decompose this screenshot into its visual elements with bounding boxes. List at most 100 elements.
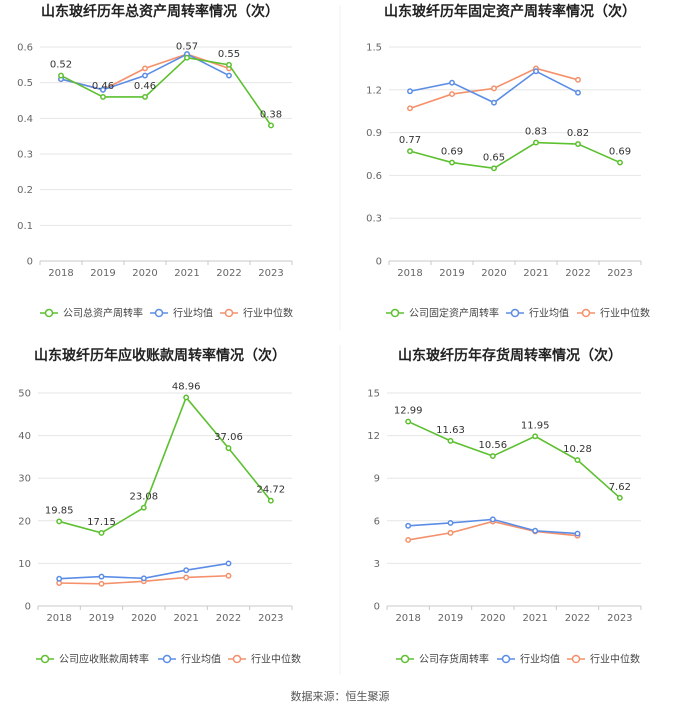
series-point [491,85,497,92]
y-tick-label: 0 [374,602,380,613]
legend-label: 行业中位数 [251,653,301,666]
x-tick-label: 2019 [439,268,464,279]
data-label: 23.08 [130,492,159,503]
x-tick-label: 2018 [46,613,71,624]
chart-panel-2: 山东玻纤历年固定资产周转率情况（次） 0 0.3 0.6 0.9 1.2 1.5 2018 20… [366,3,650,320]
data-label: 48.96 [172,381,201,392]
data-label: 37.06 [214,432,243,443]
data-label: 19.85 [45,505,74,516]
series-point [533,139,539,146]
data-label: 0.55 [218,49,240,60]
y-tick-label: 0.4 [17,114,33,125]
legend-marker [40,654,50,664]
series-point [616,494,623,501]
x-tick-label: 2020 [481,268,506,279]
series-point [449,159,455,166]
series-point [225,445,232,452]
y-tick-label: 0 [27,257,33,268]
legend-label: 公司应收账款周转率 [59,653,149,666]
x-tick-label: 2019 [438,613,463,624]
x-tick-label: 2022 [565,613,590,624]
y-tick-label: 50 [18,389,31,400]
y-tick-label: 1.2 [366,85,382,96]
series-point [58,72,64,79]
data-label: 10.56 [479,440,508,451]
y-tick-label: 40 [18,431,31,442]
legend-label: 公司总资产周转率 [63,307,143,320]
series-point [56,575,63,582]
chart-panel-1: 山东玻纤历年总资产周转率情况（次） 0 0.1 0.2 0.3 0.4 0.5 0.6 2018… [17,3,293,320]
x-tick-label: 2021 [173,613,198,624]
x-tick-label: 2019 [89,613,114,624]
series-point [407,148,413,155]
x-tick-label: 2020 [480,613,505,624]
series-point [98,580,105,587]
series-point [226,72,232,79]
series-point [407,88,413,95]
y-tick-label: 0.6 [366,171,382,182]
y-tick-label: 9 [374,474,380,485]
data-label: 7.62 [609,482,631,493]
x-tick-label: 2021 [522,613,547,624]
data-label: 0.83 [525,127,547,138]
data-label: 12.99 [394,406,423,417]
y-tick-label: 0 [25,602,31,613]
x-tick-label: 2020 [132,268,157,279]
y-tick-label: 6 [374,516,380,527]
x-tick-label: 2023 [607,268,632,279]
series-point [447,519,454,526]
legend-marker [44,308,54,318]
legend-label: 行业中位数 [243,307,293,320]
series-point [575,76,581,83]
data-label: 11.95 [521,420,550,431]
y-tick-label: 12 [367,431,380,442]
data-label: 0.38 [260,109,282,120]
legend-label: 行业均值 [181,653,221,666]
x-tick-label: 2023 [258,268,283,279]
data-label: 11.63 [436,425,465,436]
legend-marker [581,308,591,318]
y-tick-label: 0.3 [366,214,382,225]
x-tick-label: 2019 [90,268,115,279]
series-point [574,530,581,537]
series-point [142,93,148,100]
series-line-1 [409,141,621,170]
series-point [617,159,623,166]
series-point [407,105,413,112]
series-point [225,560,232,567]
legend-label: 行业均值 [529,307,569,320]
series-point [225,572,232,579]
data-source-note: 数据来源：恒生聚源 [290,690,390,703]
y-tick-label: 15 [367,389,380,400]
chart-title: 山东玻纤历年应收账款周转率情况（次） [34,347,286,364]
data-label: 0.65 [483,152,505,163]
data-label: 0.69 [441,147,463,158]
y-tick-label: 1.5 [366,43,382,54]
legend-label: 公司固定资产周转率 [409,307,499,320]
y-tick-label: 20 [18,516,31,527]
data-label: 24.72 [257,485,286,496]
series-point [140,504,147,511]
series-point [532,527,539,534]
series-point [447,437,454,444]
legend-label: 行业中位数 [590,653,640,666]
y-tick-label: 0 [376,257,382,268]
legend-marker [510,308,520,318]
series-point [226,61,232,68]
series-point [98,529,105,536]
series-point [100,93,106,100]
series-point [183,574,190,581]
series-point [532,433,539,440]
legend-marker [154,308,164,318]
series-point [491,99,497,106]
data-label: 0.52 [50,60,72,71]
legend-label: 行业均值 [173,307,213,320]
data-label: 0.46 [134,81,156,92]
series-point [574,457,581,463]
series-point [184,54,190,61]
data-label: 10.28 [563,444,592,455]
chart-title: 山东玻纤历年固定资产周转率情况（次） [384,3,636,20]
x-tick-label: 2018 [395,613,420,624]
legend-marker [400,654,410,664]
